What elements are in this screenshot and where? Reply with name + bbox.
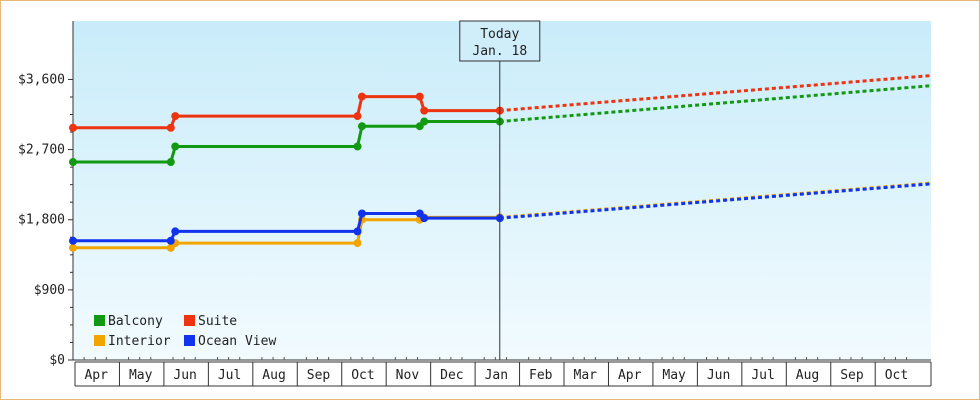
legend-swatch-suite bbox=[184, 315, 195, 326]
x-tick-label: Jul bbox=[218, 368, 241, 383]
series-forecast-suite bbox=[499, 74, 932, 113]
data-point bbox=[357, 122, 366, 131]
y-tick-label: $2,700 bbox=[18, 143, 65, 158]
data-point bbox=[171, 112, 180, 121]
series-balcony bbox=[69, 84, 932, 167]
today-box bbox=[459, 20, 541, 62]
x-tick-label: Jun bbox=[173, 368, 196, 383]
plot-background bbox=[73, 21, 931, 360]
x-tick-label: Aug bbox=[262, 368, 285, 383]
series-forecast-balcony bbox=[499, 84, 932, 124]
data-point bbox=[420, 106, 429, 115]
y-axis: $0 $900 $1,800 $2,700 $3,600 bbox=[18, 21, 74, 368]
data-point bbox=[357, 92, 366, 101]
x-tick-label: Apr bbox=[84, 368, 108, 383]
legend-label-balcony: Balcony bbox=[108, 314, 163, 329]
data-point bbox=[171, 142, 180, 151]
x-tick-label: Jul bbox=[751, 368, 774, 383]
data-point bbox=[357, 209, 366, 218]
legend-swatch-balcony bbox=[94, 315, 105, 326]
series-layer bbox=[69, 74, 932, 252]
x-tick-label: Mar bbox=[574, 368, 598, 383]
data-point bbox=[166, 236, 175, 245]
legend-label-interior: Interior bbox=[108, 334, 171, 349]
x-axis: Apr May Jun Jul Aug Sep Oct Nov Dec Jan Feb Mar Apr M… bbox=[73, 357, 932, 387]
x-tick-label: Oct bbox=[885, 368, 908, 383]
series-ocean-view bbox=[69, 182, 932, 245]
data-point bbox=[69, 236, 77, 245]
legend: Balcony Suite Interior Ocean View bbox=[94, 314, 276, 349]
x-tick-label: Aug bbox=[796, 368, 819, 383]
x-tick-label: Sep bbox=[840, 368, 864, 383]
data-point bbox=[171, 227, 180, 236]
data-point bbox=[69, 243, 77, 252]
x-tick-label: Jan bbox=[485, 368, 508, 383]
x-tick-label: Sep bbox=[307, 368, 331, 383]
data-point bbox=[353, 142, 362, 151]
legend-label-ocean-view: Ocean View bbox=[198, 334, 276, 349]
legend-label-suite: Suite bbox=[198, 314, 237, 329]
data-point bbox=[420, 214, 429, 223]
data-point bbox=[353, 112, 362, 121]
series-forecast-ocean-view bbox=[499, 182, 932, 220]
data-point bbox=[415, 92, 424, 101]
x-tick-label: May bbox=[129, 368, 153, 383]
data-point bbox=[166, 123, 175, 132]
y-tick-label: $3,600 bbox=[18, 72, 65, 87]
x-tick-label: May bbox=[662, 368, 686, 383]
series-suite bbox=[69, 74, 932, 132]
y-tick-label: $0 bbox=[49, 353, 65, 368]
legend-swatch-interior bbox=[94, 335, 105, 346]
today-date: Jan. 18 bbox=[472, 44, 527, 59]
data-point bbox=[69, 158, 77, 167]
x-tick-label: Dec bbox=[440, 368, 463, 383]
y-tick-label: $900 bbox=[34, 283, 65, 298]
data-point bbox=[420, 117, 429, 126]
today-marker: Today Jan. 18 bbox=[459, 20, 541, 360]
today-label: Today bbox=[480, 27, 519, 42]
data-point bbox=[166, 158, 175, 167]
data-point bbox=[353, 227, 362, 236]
data-point bbox=[353, 239, 362, 248]
x-tick-label: Oct bbox=[351, 368, 374, 383]
y-tick-label: $1,800 bbox=[18, 213, 65, 228]
legend-swatch-ocean-view bbox=[184, 335, 195, 346]
x-tick-label: Jun bbox=[707, 368, 730, 383]
x-tick-label: Feb bbox=[529, 368, 553, 383]
data-point bbox=[69, 123, 77, 132]
x-tick-label: Apr bbox=[618, 368, 642, 383]
x-tick-label: Nov bbox=[396, 368, 420, 383]
